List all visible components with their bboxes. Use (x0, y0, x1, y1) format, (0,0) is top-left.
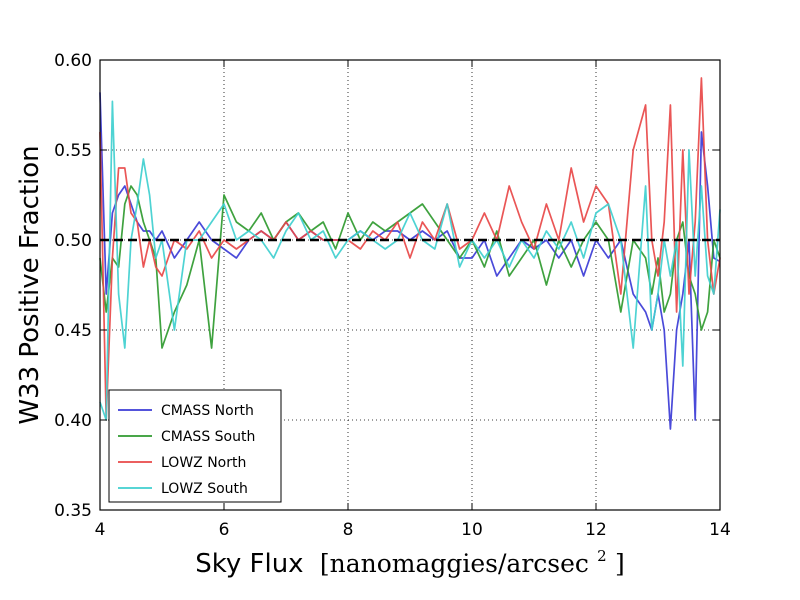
y-axis-label: W33 Positive Fraction (15, 145, 45, 424)
plot-frame (99, 59, 721, 511)
x-tick-label: 14 (709, 520, 731, 540)
series-lines (99, 77, 721, 430)
legend-label: LOWZ North (161, 455, 246, 471)
legend-label: CMASS South (161, 429, 255, 445)
legend-label: LOWZ South (161, 481, 248, 497)
series-line-lowz-south (99, 100, 721, 421)
x-axis-label: Sky Flux [nanomaggies/arcsec 2 ] (195, 538, 625, 579)
x-tick-label: 10 (461, 520, 483, 540)
x-tick-label: 4 (95, 520, 106, 540)
y-tick-label: 0.35 (54, 501, 92, 521)
y-tick-label: 0.55 (54, 141, 92, 161)
y-tick-label: 0.40 (54, 411, 92, 431)
axis-ticks (99, 59, 721, 511)
legend-label: CMASS North (161, 403, 254, 419)
x-tick-label: 8 (343, 520, 354, 540)
x-tick-labels: 4 6 8 10 12 14 (95, 520, 731, 540)
y-tick-label: 0.50 (54, 231, 92, 251)
y-tick-labels: 0.35 0.40 0.45 0.50 0.55 0.60 (54, 51, 92, 521)
legend: CMASS North CMASS South LOWZ North LOWZ Sou… (108, 389, 282, 503)
legend-box (108, 389, 282, 503)
y-tick-label: 0.60 (54, 51, 92, 71)
series-line-cmass-south (99, 185, 721, 349)
y-tick-label: 0.45 (54, 321, 92, 341)
x-tick-label: 12 (585, 520, 607, 540)
series-line-lowz-north (99, 77, 721, 421)
x-tick-label: 6 (219, 520, 230, 540)
